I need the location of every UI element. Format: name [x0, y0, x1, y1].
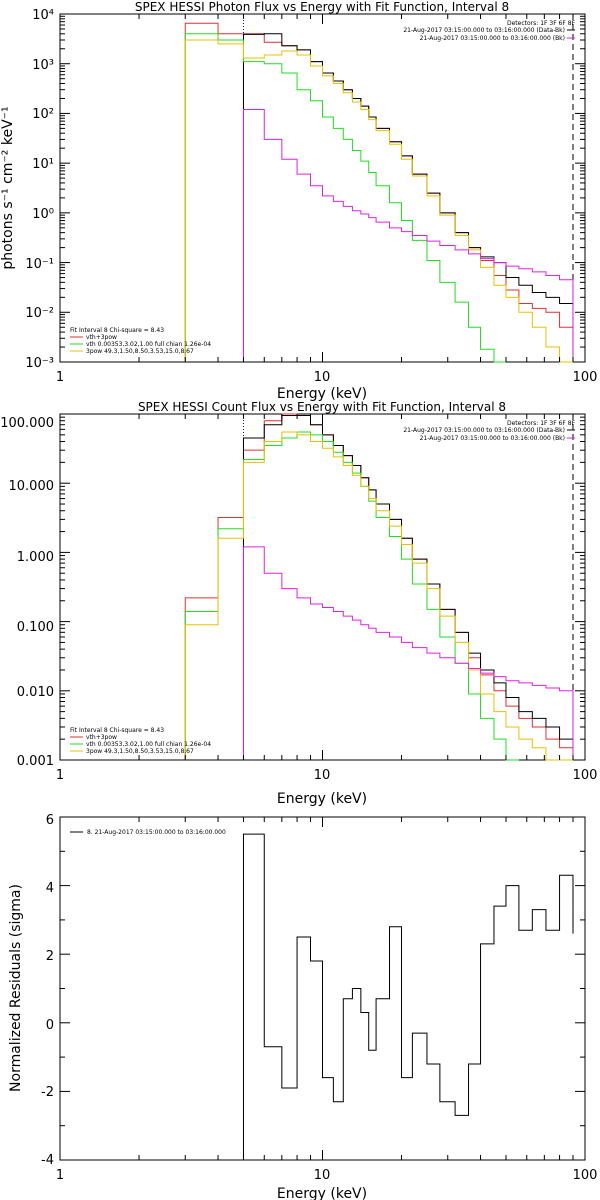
y-tick-label: 10⁰ [32, 207, 54, 222]
residuals-panel: -4 -2 0 2 4 6 1 10 100 Energy (keV) Norm… [8, 813, 597, 1200]
info-line: 21-Aug-2017 03:15:00.000 to 03:16:00.000… [403, 427, 565, 434]
info-line: 21-Aug-2017 03:15:00.000 to 03:16:00.000… [420, 35, 565, 42]
y-tick-label: 10⁴ [32, 8, 54, 23]
y-tick-label: 0.100 [17, 620, 54, 635]
x-tick-label: 10 [314, 370, 331, 385]
y-tick-label: 10⁻³ [25, 356, 54, 371]
x-tick-label: 10 [314, 1168, 331, 1183]
y-tick-label: 10² [32, 107, 54, 122]
y-tick-label: -4 [41, 1153, 54, 1168]
y-tick-label: 0 [46, 1018, 54, 1033]
info-line: 21-Aug-2017 03:15:00.000 to 03:16:00.000… [420, 435, 565, 442]
series-black-line [242, 833, 574, 1160]
plot-frame [59, 413, 586, 761]
y-tick-label: 0.010 [17, 685, 54, 700]
x-tick-label: 10 [314, 768, 331, 783]
fit-line: Fit Interval 8 Chi-square = 8.43 [70, 727, 164, 734]
info-line: Detectors: 1F 3F 6F 8F [507, 20, 576, 27]
y-axis-label: photons s⁻¹ cm⁻² keV⁻¹ [0, 106, 16, 269]
series-layer [184, 14, 574, 363]
x-tick-label: 1 [56, 370, 64, 385]
y-ticks [60, 413, 585, 761]
x-ticks [59, 14, 574, 362]
x-tick-label: 1 [56, 1168, 64, 1183]
y-tick-label: 6 [46, 813, 54, 828]
y-ticks [60, 13, 585, 363]
series-green-line [184, 431, 519, 761]
x-axis-label: Energy (keV) [277, 791, 367, 807]
x-tick-label: 100 [573, 768, 598, 783]
count-flux-panel: SPEX HESSI Count Flux vs Energy with Fit… [0, 400, 597, 807]
x-ticks [59, 414, 574, 760]
y-tick-label: -2 [41, 1085, 54, 1100]
series-green-line [184, 33, 506, 363]
fit-line: vth 0.00353,3.02,1.00 full chian 1.26e-0… [86, 741, 211, 748]
y-tick-label: 4 [46, 881, 54, 896]
y-tick-label: 0.001 [17, 754, 54, 769]
y-tick-label: 10⁻¹ [25, 257, 54, 272]
x-axis-label: Energy (keV) [277, 386, 367, 402]
y-tick-label: 1.000 [17, 550, 54, 565]
x-tick-label: 100 [573, 1168, 598, 1183]
y-tick-label: 2 [46, 949, 54, 964]
photon-flux-panel: SPEX HESSI Photon Flux vs Energy with Fi… [0, 0, 597, 402]
fit-line: Fit Interval 8 Chi-square = 8.43 [70, 327, 164, 334]
series-black-line [242, 415, 574, 760]
series-yellow-line [184, 39, 573, 363]
x-axis-label: Energy (keV) [277, 1186, 367, 1200]
y-tick-label: 10¹ [32, 157, 54, 172]
x-ticks [59, 817, 574, 1160]
fit-line: vth+3pow [86, 734, 117, 741]
y-tick-label: 100.000 [0, 416, 54, 431]
fit-line: vth 0.00353,3.02,1.00 full chian 1.26e-0… [86, 341, 211, 348]
fit-line: vth+3pow [86, 334, 117, 341]
y-tick-label: 10⁻² [25, 306, 54, 321]
info-line: Detectors: 1F 3F 6F 8F [507, 420, 576, 427]
fit-line: 3pow 49.3,1.50,8.50,3.53,15.0,8.67 [86, 348, 194, 355]
info-line: 21-Aug-2017 03:15:00.000 to 03:16:00.000… [403, 27, 565, 34]
x-tick-label: 100 [573, 370, 598, 385]
y-tick-label: 10³ [32, 58, 54, 73]
series-yellow-line [184, 431, 573, 761]
chart-title: SPEX HESSI Photon Flux vs Energy with Fi… [135, 0, 509, 14]
x-tick-label: 1 [56, 768, 64, 783]
chart-title: SPEX HESSI Count Flux vs Energy with Fit… [138, 400, 506, 414]
series-layer [184, 413, 574, 761]
y-axis-label: Normalized Residuals (sigma) [8, 884, 24, 1092]
y-tick-label: 10.000 [9, 479, 55, 494]
fit-line: 3pow 49.3,1.50,8.50,3.53,15.0,8.67 [86, 748, 194, 755]
legend-label: 8. 21-Aug-2017 03:15:00.000 to 03:16:00.… [87, 829, 226, 836]
y-ticks [60, 816, 585, 1161]
series-magenta-line [242, 546, 574, 760]
series-magenta-line [242, 108, 574, 362]
series-layer [242, 833, 574, 1160]
